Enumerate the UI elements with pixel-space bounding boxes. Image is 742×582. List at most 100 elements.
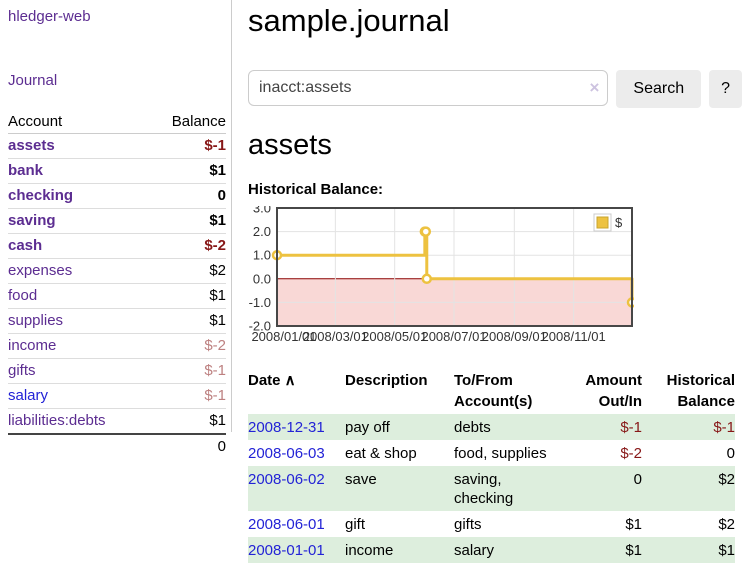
svg-text:2.0: 2.0 — [253, 224, 271, 239]
transaction-balance: $1 — [642, 537, 735, 563]
account-row: income $-2 — [8, 333, 226, 359]
account-link[interactable]: food — [8, 287, 38, 304]
account-link[interactable]: salary — [8, 387, 49, 404]
transaction-row: 2008-01-01 income salary $1 $1 — [248, 537, 735, 563]
transaction-row: 2008-06-02 save saving, checking 0 $2 — [248, 466, 735, 511]
account-balance: $1 — [148, 283, 226, 309]
account-balance: $-2 — [148, 333, 226, 359]
account-row: liabilities:debts $1 — [8, 408, 226, 435]
search-form: × Search ? — [248, 70, 742, 108]
transaction-date-link[interactable]: 2008-06-02 — [248, 471, 325, 488]
account-row: checking 0 — [8, 183, 226, 209]
account-row: bank $1 — [8, 158, 226, 184]
transaction-accounts: salary — [454, 537, 558, 563]
svg-text:0.0: 0.0 — [253, 271, 271, 286]
register-header-date[interactable]: Date ∧ — [248, 372, 296, 389]
transaction-amount: 0 — [558, 466, 642, 511]
account-link[interactable]: saving — [8, 212, 56, 229]
account-balance: $-1 — [148, 383, 226, 409]
transaction-date-link[interactable]: 2008-06-03 — [248, 445, 325, 462]
historical-balance-chart[interactable]: $3.0 2.0 1.0 0.0 -1.0 -2.0 2008/01/01 2008/03/0… — [248, 201, 638, 354]
account-row: expenses $2 — [8, 258, 226, 284]
account-link[interactable]: bank — [8, 162, 44, 179]
account-row: supplies $1 — [8, 308, 226, 334]
account-link[interactable]: checking — [8, 187, 74, 204]
register-header-description: Description — [345, 372, 428, 389]
svg-text:2008/11/01: 2008/11/01 — [542, 329, 606, 344]
search-input[interactable] — [248, 70, 609, 106]
transaction-row: 2008-06-01 gift gifts $1 $2 — [248, 511, 735, 537]
account-balance: $-2 — [148, 233, 226, 259]
data-point — [420, 226, 432, 237]
register-header-amount: Amount Out/In — [585, 372, 642, 410]
transaction-accounts: gifts — [454, 516, 482, 533]
svg-text:-2.0: -2.0 — [249, 319, 271, 334]
transaction-row: 2008-06-03 eat & shop food, supplies $-2 0 — [248, 440, 735, 466]
clear-search-icon[interactable]: × — [589, 78, 600, 97]
legend-label: $ — [615, 215, 623, 230]
account-balance: $1 — [148, 158, 226, 184]
transaction-balance: $-1 — [642, 414, 735, 440]
account-row: food $1 — [8, 283, 226, 309]
transaction-balance: 0 — [726, 445, 735, 462]
account-row: gifts $-1 — [8, 358, 226, 384]
sort-asc-icon[interactable]: ∧ — [280, 372, 296, 389]
svg-text:2008/03/01: 2008/03/01 — [303, 329, 368, 344]
transaction-amount: $-2 — [620, 445, 642, 462]
accounts-total-spacer — [8, 433, 149, 459]
svg-text:2008/09/01: 2008/09/01 — [482, 329, 547, 344]
search-button[interactable]: Search — [616, 70, 702, 108]
account-balance: $1 — [148, 308, 226, 334]
transaction-accounts: debts — [454, 414, 558, 440]
transaction-date-link[interactable]: 2008-01-01 — [248, 542, 325, 559]
accounts-table: Account Balance assets $-1 bank $1 checking 0… — [8, 110, 226, 459]
sidebar: hledger-web Journal Account Balance asse… — [0, 0, 232, 459]
transaction-balance: $2 — [642, 466, 735, 511]
account-balance: $-1 — [148, 358, 226, 384]
chart-title: Historical Balance: — [248, 181, 384, 198]
transaction-accounts: saving, checking — [454, 466, 558, 511]
chart-legend: $ — [593, 213, 623, 232]
svg-text:1.0: 1.0 — [253, 248, 271, 263]
account-link[interactable]: expenses — [8, 262, 73, 279]
accounts-total-value: 0 — [148, 433, 226, 459]
account-row: salary $-1 — [8, 383, 226, 409]
legend-swatch — [596, 216, 609, 229]
transaction-description: save — [345, 466, 454, 511]
transaction-description: eat & shop — [345, 445, 417, 462]
account-balance: $1 — [148, 408, 226, 435]
svg-text:2008/01/01: 2008/01/01 — [251, 329, 316, 344]
search-input-wrap: × — [248, 70, 609, 108]
account-heading: assets — [248, 129, 332, 161]
account-link[interactable]: gifts — [8, 362, 36, 379]
register-header-historical: Historical Balance — [666, 372, 735, 410]
brand-link[interactable]: hledger-web — [8, 8, 91, 25]
transaction-date-link[interactable]: 2008-12-31 — [248, 419, 325, 436]
account-link[interactable]: supplies — [8, 312, 64, 329]
svg-text:3.0: 3.0 — [253, 206, 271, 216]
transaction-amount: $1 — [558, 537, 642, 563]
account-link[interactable]: assets — [8, 137, 55, 154]
transaction-description: income — [345, 537, 454, 563]
svg-text:-1.0: -1.0 — [249, 295, 271, 310]
transaction-accounts: food, supplies — [454, 445, 547, 462]
account-row: saving $1 — [8, 208, 226, 234]
account-balance: $2 — [148, 258, 226, 284]
sidebar-divider — [231, 0, 232, 432]
account-link[interactable]: cash — [8, 237, 43, 254]
transaction-date-link[interactable]: 2008-06-01 — [248, 516, 325, 533]
accounts-header-balance: Balance — [148, 110, 226, 134]
account-balance: $1 — [148, 208, 226, 234]
transaction-amount: $-1 — [558, 414, 642, 440]
account-balance: 0 — [148, 183, 226, 209]
account-balance: $-1 — [148, 133, 226, 159]
sidebar-item-journal[interactable]: Journal — [8, 72, 58, 89]
account-row: assets $-1 — [8, 133, 226, 159]
register-table: Date ∧ Description To/From Account(s) Amount… — [248, 368, 735, 563]
account-link[interactable]: income — [8, 337, 57, 354]
data-point — [421, 273, 433, 285]
page-title: sample.journal — [248, 3, 450, 38]
account-link[interactable]: liabilities:debts — [8, 412, 106, 429]
svg-text:2008/07/01: 2008/07/01 — [421, 329, 486, 344]
help-button[interactable]: ? — [709, 70, 742, 108]
